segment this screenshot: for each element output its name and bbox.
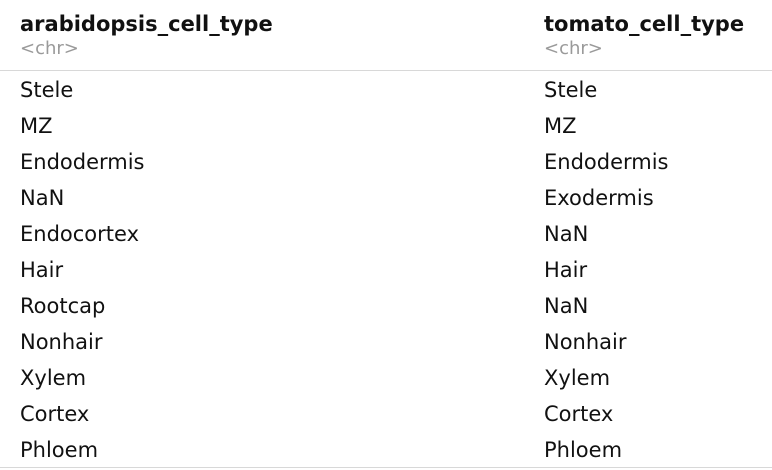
table-row: Nonhair Nonhair xyxy=(0,324,772,360)
table-row: Cortex Cortex xyxy=(0,396,772,432)
table-cell: MZ xyxy=(20,114,53,138)
table-bottom-divider xyxy=(0,467,772,468)
column-type: <chr> xyxy=(20,38,79,59)
table-body: Stele Stele MZ MZ Endodermis Endodermis … xyxy=(0,72,772,468)
table-cell: NaN xyxy=(544,294,589,318)
column-name: arabidopsis_cell_type xyxy=(20,12,273,36)
table-row: Endocortex NaN xyxy=(0,216,772,252)
table-row: Phloem Phloem xyxy=(0,432,772,468)
table-header: arabidopsis_cell_type <chr> tomato_cell_… xyxy=(0,0,772,71)
column-header-arabidopsis[interactable]: arabidopsis_cell_type <chr> xyxy=(20,10,273,60)
table-cell: Exodermis xyxy=(544,186,654,210)
column-name: tomato_cell_type xyxy=(544,12,745,36)
table-cell: Nonhair xyxy=(544,330,627,354)
table-cell: Cortex xyxy=(20,402,90,426)
table-cell: NaN xyxy=(20,186,65,210)
table-row: MZ MZ xyxy=(0,108,772,144)
table-cell: Nonhair xyxy=(20,330,103,354)
table-cell: MZ xyxy=(544,114,577,138)
table-cell: Phloem xyxy=(544,438,623,462)
table-row: Hair Hair xyxy=(0,252,772,288)
column-type: <chr> xyxy=(544,38,603,59)
table-cell: Stele xyxy=(544,78,598,102)
table-row: Stele Stele xyxy=(0,72,772,108)
table-cell: Xylem xyxy=(544,366,611,390)
table-cell: Endodermis xyxy=(20,150,145,174)
table-cell: Stele xyxy=(20,78,74,102)
table-cell: Rootcap xyxy=(20,294,106,318)
table-cell: Endodermis xyxy=(544,150,669,174)
table-row: Xylem Xylem xyxy=(0,360,772,396)
table-row: Rootcap NaN xyxy=(0,288,772,324)
table-row: NaN Exodermis xyxy=(0,180,772,216)
column-header-tomato[interactable]: tomato_cell_type <chr> xyxy=(544,10,744,60)
table-row: Endodermis Endodermis xyxy=(0,144,772,180)
table-cell: Hair xyxy=(20,258,64,282)
table-cell: NaN xyxy=(544,222,589,246)
table-cell: Cortex xyxy=(544,402,614,426)
table-cell: Xylem xyxy=(20,366,87,390)
table-cell: Hair xyxy=(544,258,588,282)
table-cell: Phloem xyxy=(20,438,99,462)
table-cell: Endocortex xyxy=(20,222,139,246)
